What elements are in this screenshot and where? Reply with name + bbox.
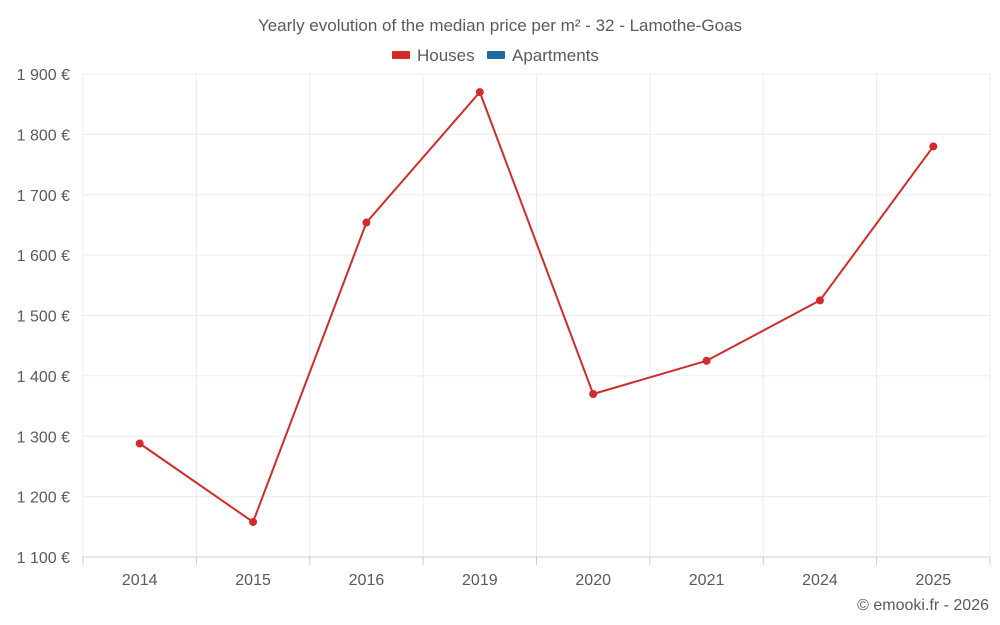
plot-area xyxy=(135,88,938,526)
data-point-houses[interactable] xyxy=(702,356,711,365)
legend-item-houses[interactable]: Houses xyxy=(392,46,475,65)
data-point-houses[interactable] xyxy=(815,296,824,305)
data-point-houses[interactable] xyxy=(362,218,371,227)
legend-item-apartments[interactable]: Apartments xyxy=(487,46,599,65)
y-tick-label: 1 500 € xyxy=(17,309,70,326)
x-tick-label: 2019 xyxy=(462,572,498,589)
data-point-houses[interactable] xyxy=(929,142,938,151)
x-tick-label: 2024 xyxy=(802,572,838,589)
x-tick-label: 2014 xyxy=(122,572,158,589)
y-tick-label: 1 400 € xyxy=(17,369,70,386)
y-tick-label: 1 800 € xyxy=(17,127,70,144)
grid xyxy=(82,73,991,565)
y-axis-labels: 1 100 € 1 200 € 1 300 € 1 400 € 1 500 € 1 600… xyxy=(17,67,70,567)
y-tick-label: 1 200 € xyxy=(17,490,70,507)
data-point-houses[interactable] xyxy=(135,439,144,448)
legend-swatch-apartments xyxy=(487,51,505,59)
x-tick-label: 2015 xyxy=(235,572,271,589)
x-tick-label: 2020 xyxy=(575,572,611,589)
x-tick-label: 2025 xyxy=(916,572,952,589)
legend-label-apartments: Apartments xyxy=(512,46,599,65)
data-point-houses[interactable] xyxy=(589,389,598,398)
data-point-houses[interactable] xyxy=(249,517,258,526)
x-axis-labels: 2014 2015 2016 2019 2020 2021 2024 2025 xyxy=(122,572,951,589)
legend: Houses Apartments xyxy=(392,46,599,65)
legend-swatch-houses xyxy=(392,51,410,59)
credit-text: © emooki.fr - 2026 xyxy=(857,597,989,614)
y-tick-label: 1 900 € xyxy=(17,67,70,84)
data-point-houses[interactable] xyxy=(475,88,484,97)
y-tick-label: 1 300 € xyxy=(17,429,70,446)
series-line-houses xyxy=(139,91,935,523)
x-tick-label: 2021 xyxy=(689,572,725,589)
y-tick-label: 1 100 € xyxy=(17,550,70,567)
y-tick-label: 1 600 € xyxy=(17,248,70,265)
x-tick-label: 2016 xyxy=(349,572,385,589)
legend-label-houses: Houses xyxy=(417,46,475,65)
y-tick-label: 1 700 € xyxy=(17,188,70,205)
chart-title: Yearly evolution of the median price per… xyxy=(258,16,742,35)
